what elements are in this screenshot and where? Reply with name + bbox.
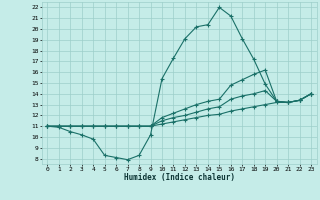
X-axis label: Humidex (Indice chaleur): Humidex (Indice chaleur) xyxy=(124,173,235,182)
